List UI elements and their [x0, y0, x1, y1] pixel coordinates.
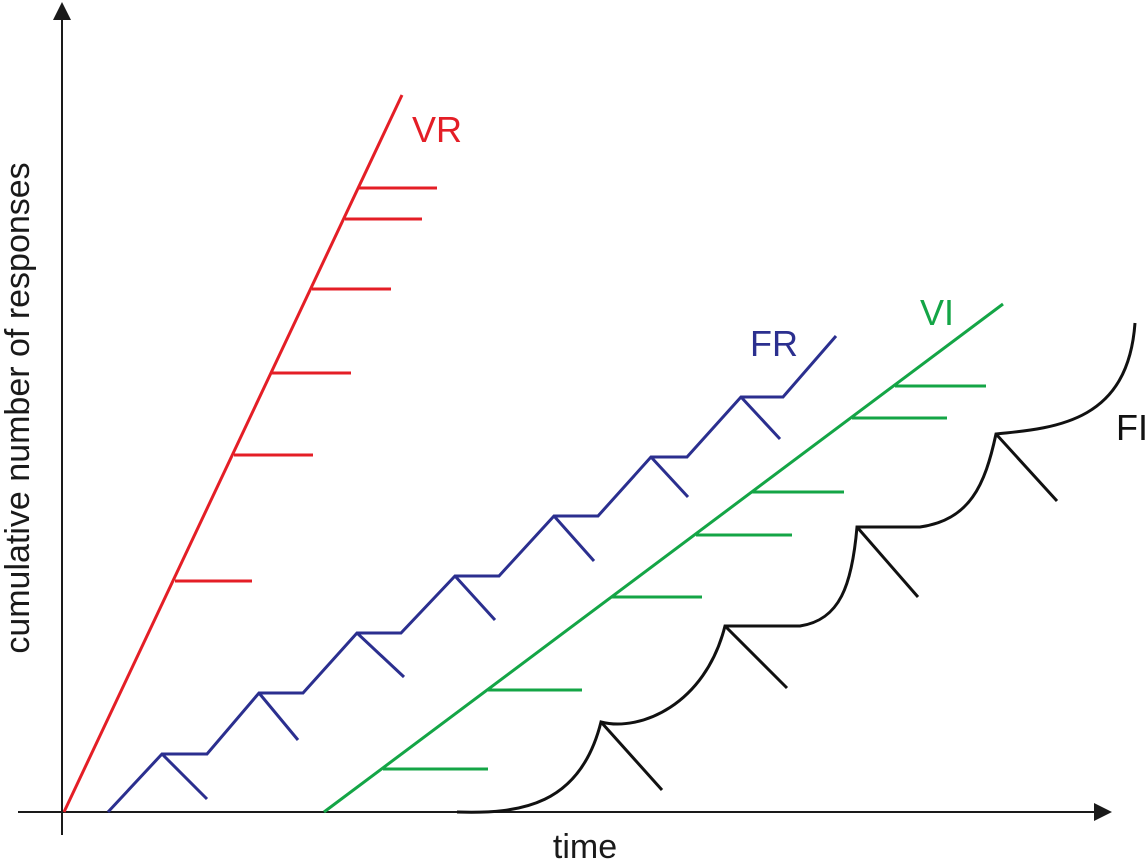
fr-reinforcement-marks — [160, 395, 782, 801]
reinforcement-mark — [855, 526, 920, 598]
reinforcement-mark — [453, 574, 497, 622]
vi-reinforcement-marks — [383, 384, 986, 771]
vr-label: VR — [412, 109, 462, 150]
fr-label: FR — [750, 323, 798, 364]
vr-line — [62, 94, 404, 813]
x-axis-arrowhead — [1094, 803, 1112, 821]
vr-reinforcement-marks — [175, 186, 437, 583]
reinforcement-mark — [257, 692, 300, 741]
reinforcement-mark — [649, 455, 690, 499]
fr-curve — [106, 335, 838, 814]
fi-curve — [456, 322, 1137, 814]
axes — [18, 2, 1112, 835]
y-axis-arrowhead — [53, 2, 71, 20]
y-axis-label: cumulative number of responses — [0, 162, 37, 653]
reinforcement-mark — [599, 720, 664, 792]
reinforcement-mark — [160, 752, 209, 801]
vr-curve — [62, 94, 437, 813]
vi-line — [323, 302, 1004, 814]
fi-label: FI — [1116, 407, 1148, 448]
x-axis-label: time — [553, 828, 617, 861]
reinforcement-mark — [723, 624, 789, 690]
vi-label: VI — [920, 292, 954, 333]
fr-line — [106, 335, 838, 814]
reinforcement-mark — [552, 515, 596, 562]
fi-reinforcement-marks — [599, 432, 1059, 792]
reinforcement-mark — [739, 395, 782, 441]
reinforcement-mark — [355, 631, 406, 679]
fi-line — [456, 322, 1137, 814]
vi-curve — [323, 302, 1004, 814]
reinforcement-mark — [994, 432, 1059, 503]
